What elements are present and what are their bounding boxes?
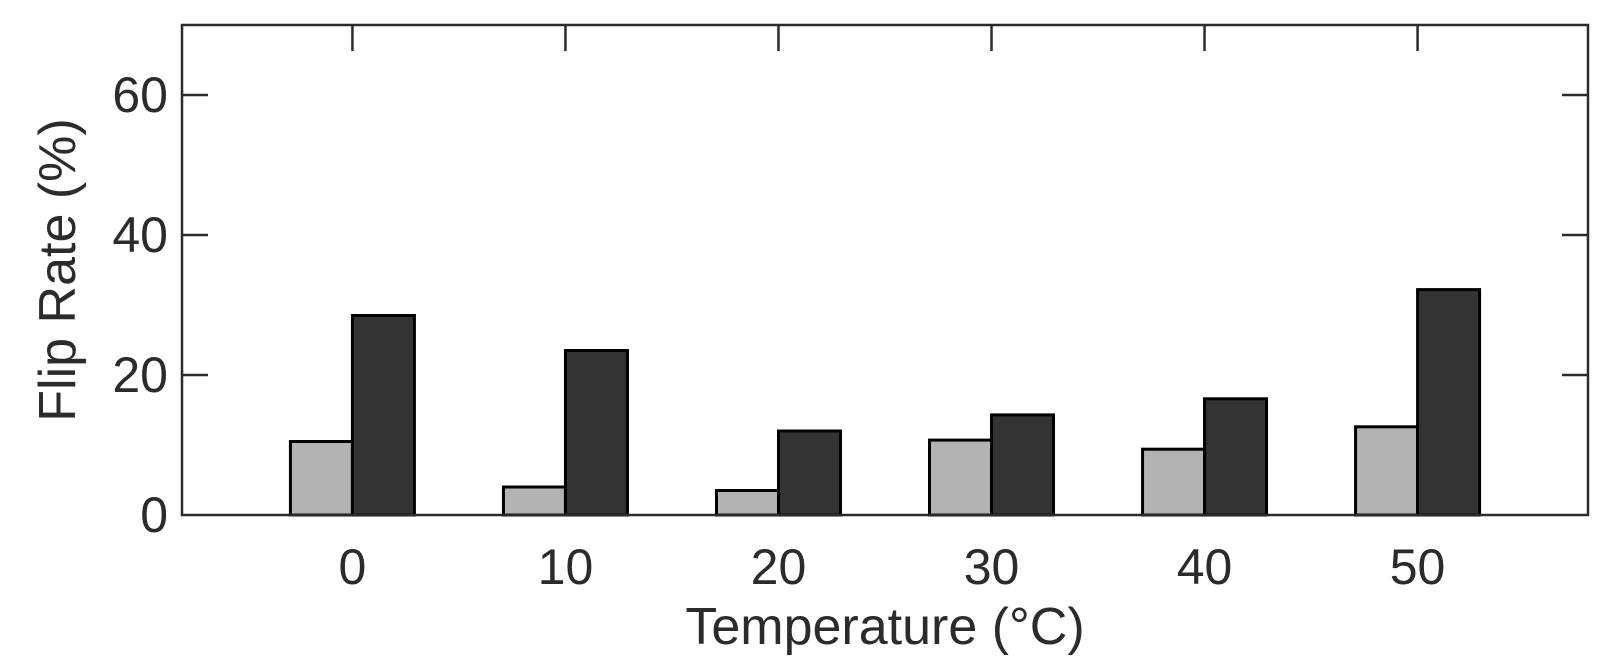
x-tick-label-30: 30 (964, 539, 1020, 595)
x-tick-labels: 0 10 20 30 40 50 (339, 539, 1446, 595)
bar-series-1-40 (1141, 447, 1207, 517)
bar-series-2-10 (563, 349, 629, 517)
y-tick-label-20: 20 (112, 347, 168, 403)
ticks-group (182, 25, 1588, 377)
bar-series-2-50 (1416, 288, 1482, 517)
bar-series-2-20 (776, 429, 842, 517)
y-tick-label-60: 60 (112, 67, 168, 123)
bar-series-1-50 (1354, 425, 1420, 517)
y-tick-label-0: 0 (140, 487, 168, 543)
bar-series-2-40 (1203, 397, 1269, 517)
bar-series-1-10 (501, 485, 567, 517)
x-tick-label-20: 20 (751, 539, 807, 595)
x-axis-label: Temperature (°C) (685, 598, 1084, 656)
y-axis-label: Flip Rate (%) (29, 118, 87, 421)
bar-series-1-0 (288, 440, 354, 517)
y-tick-labels: 0 20 40 60 (112, 67, 168, 543)
bar-series-1-30 (928, 438, 994, 517)
bar-series-2-0 (350, 314, 416, 517)
y-tick-label-40: 40 (112, 207, 168, 263)
plot-frame (180, 23, 1590, 517)
x-tick-label-10: 10 (538, 539, 594, 595)
x-tick-label-40: 40 (1177, 539, 1233, 595)
x-tick-label-50: 50 (1390, 539, 1446, 595)
bar-series-1-20 (714, 489, 780, 517)
x-tick-label-0: 0 (339, 539, 367, 595)
bar-series-2-30 (990, 413, 1056, 517)
bars-group (288, 288, 1482, 517)
